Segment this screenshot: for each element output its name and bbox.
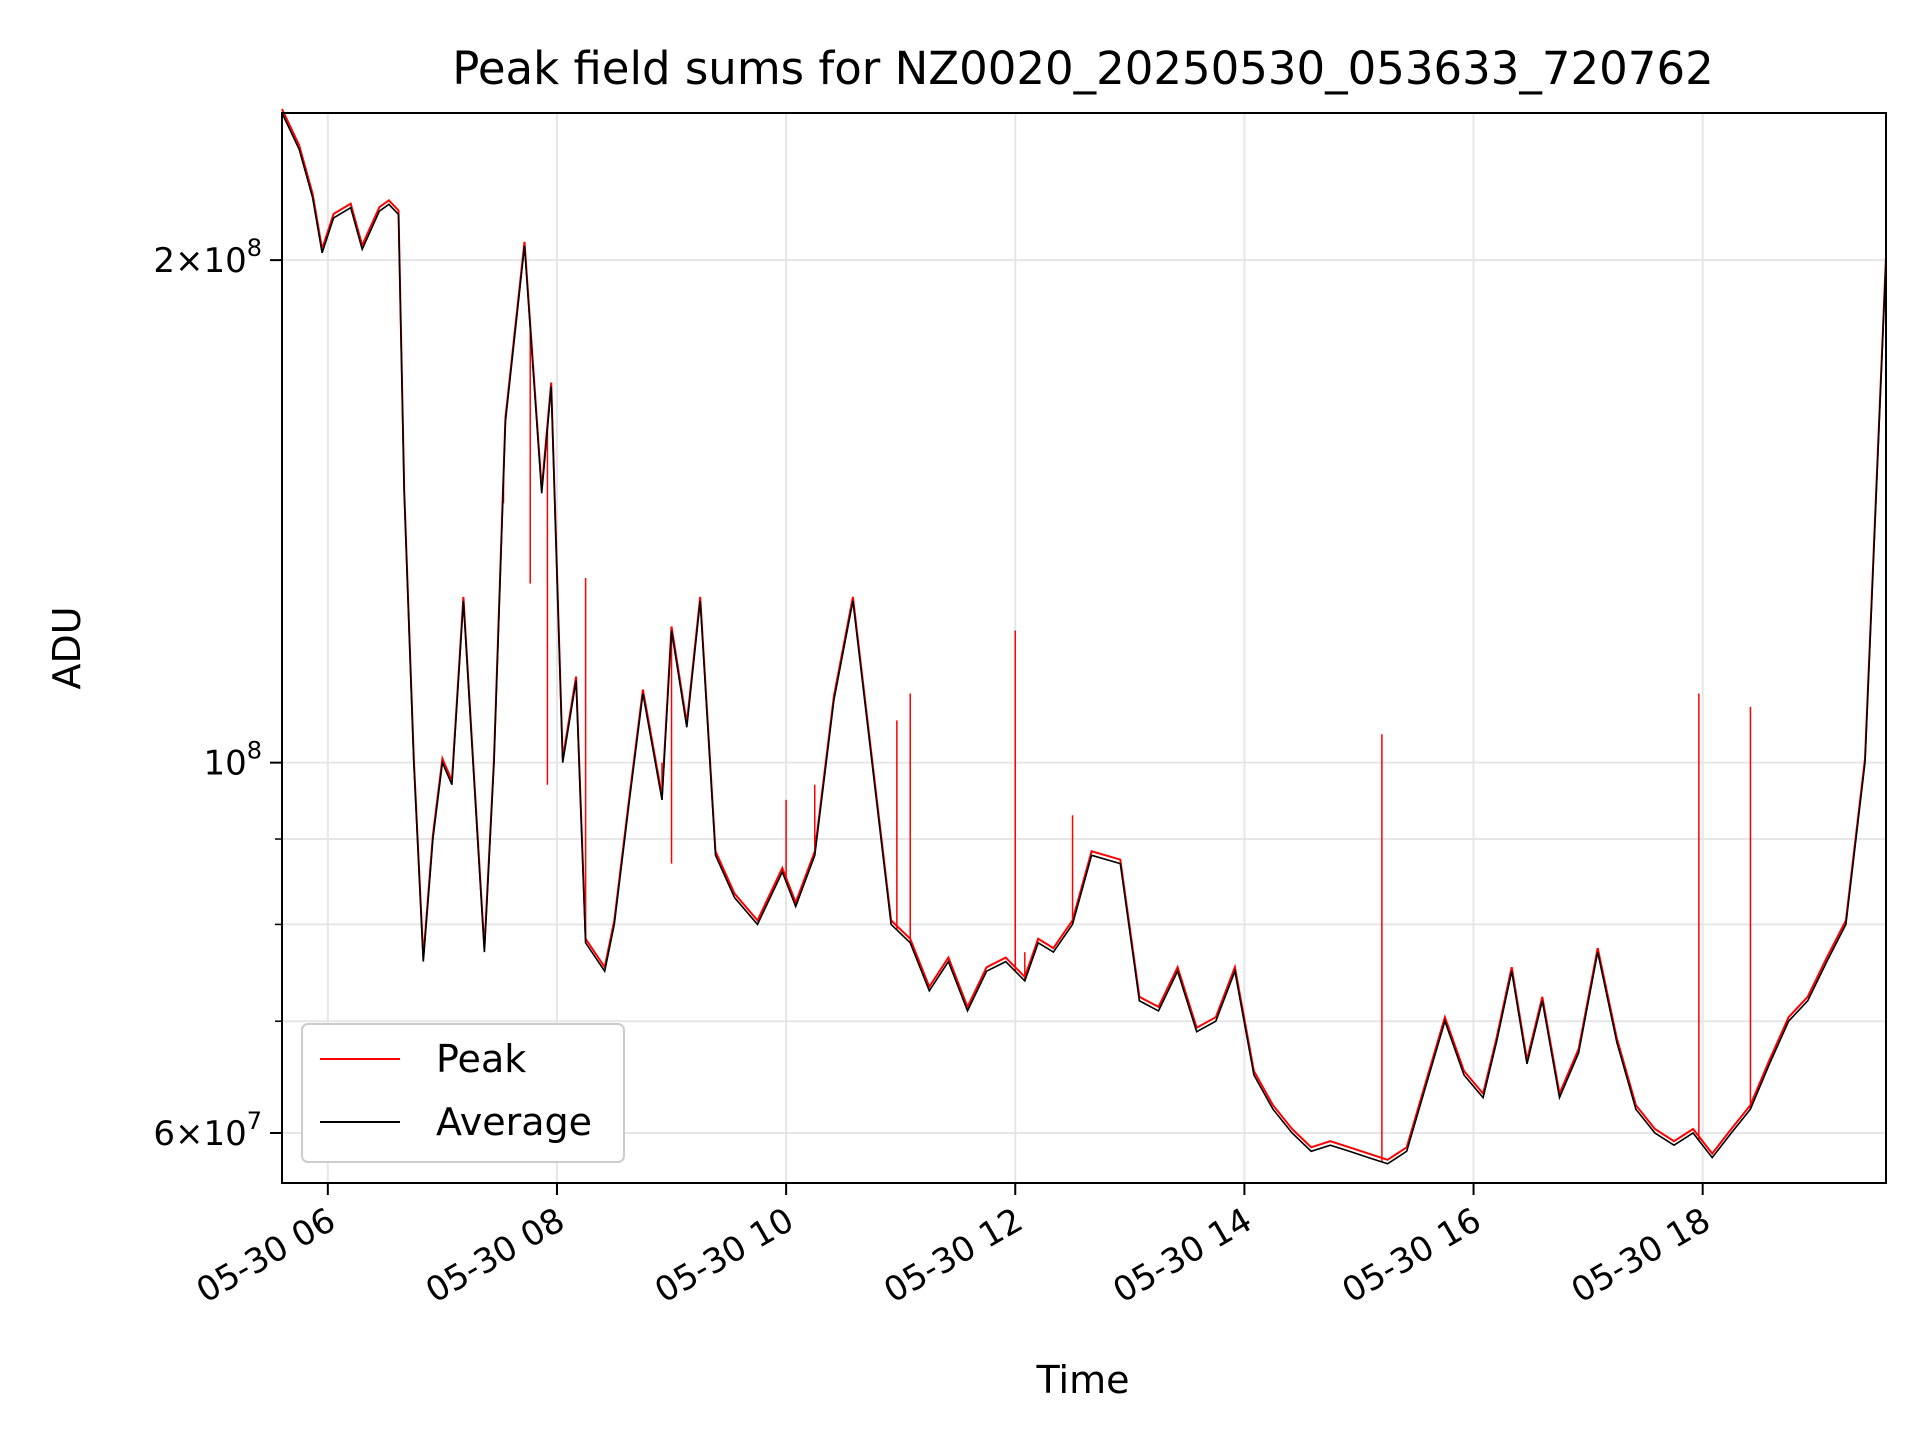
y-axis-label: ADU bbox=[45, 606, 89, 689]
x-tick-label: 05-30 18 bbox=[1565, 1200, 1717, 1311]
x-tick-label: 05-30 12 bbox=[877, 1200, 1029, 1311]
plot-area bbox=[281, 108, 1887, 1184]
series-average bbox=[281, 112, 1887, 1165]
y-tick-label: 108 bbox=[203, 737, 262, 784]
legend-label-average: Average bbox=[436, 1100, 592, 1144]
x-tick-label: 05-30 16 bbox=[1336, 1200, 1488, 1311]
x-tick-label: 05-30 08 bbox=[419, 1200, 571, 1311]
chart-title: Peak field sums for NZ0020_20250530_0536… bbox=[452, 42, 1713, 95]
legend: Peak Average bbox=[301, 1023, 625, 1163]
legend-label-peak: Peak bbox=[436, 1037, 526, 1081]
x-axis: 05-30 06 05-30 08 05-30 10 05-30 12 05-30 14… bbox=[190, 1183, 1717, 1311]
x-axis-label: Time bbox=[1036, 1358, 1130, 1402]
x-tick-label: 05-30 06 bbox=[190, 1200, 342, 1311]
grid bbox=[282, 113, 1886, 1183]
x-tick-label: 05-30 10 bbox=[648, 1200, 800, 1311]
y-axis: 6×107 108 2×108 bbox=[153, 234, 282, 1154]
y-tick-label: 6×107 bbox=[153, 1107, 262, 1154]
average-line bbox=[281, 112, 1887, 1165]
x-tick-label: 05-30 14 bbox=[1107, 1200, 1259, 1311]
y-tick-label: 2×108 bbox=[153, 234, 262, 281]
plot-frame bbox=[281, 112, 1887, 1184]
